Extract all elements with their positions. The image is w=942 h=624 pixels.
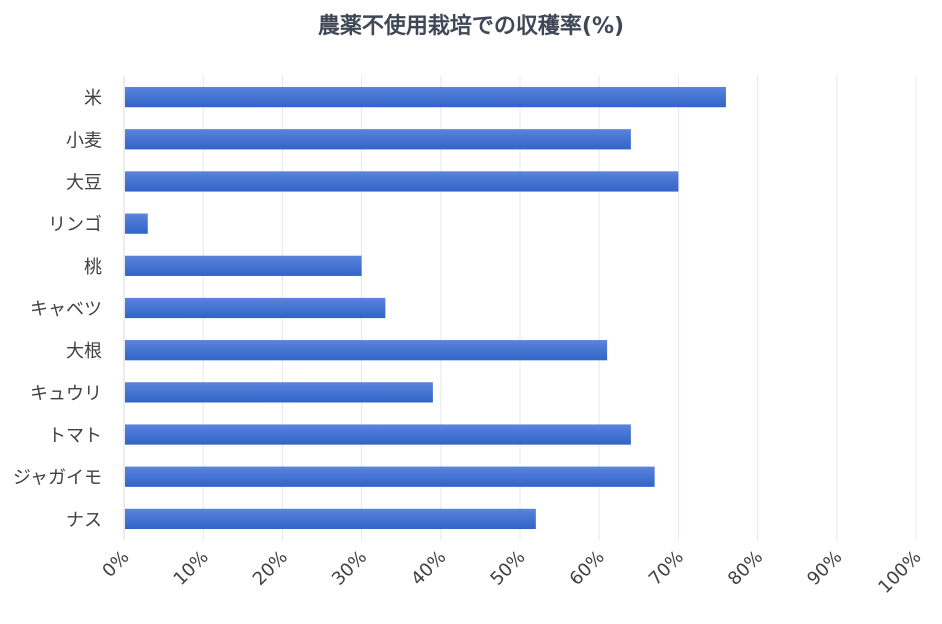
bar	[125, 255, 362, 276]
bar	[125, 171, 679, 192]
x-tick-label: 90%	[803, 547, 846, 590]
x-tick-label: 0%	[98, 547, 133, 582]
category-label: トマト	[48, 426, 102, 447]
category-label: 桃	[84, 257, 102, 278]
category-label: ジャガイモ	[13, 468, 102, 489]
category-label: 大根	[66, 341, 102, 362]
bar	[125, 297, 386, 319]
category-label: キャベツ	[30, 299, 102, 320]
category-label: キュウリ	[30, 383, 102, 404]
bar	[125, 129, 631, 150]
chart-title: 農薬不使用栽培での収穫率(%)	[317, 14, 625, 39]
bar	[125, 382, 433, 403]
x-tick-label: 20%	[249, 547, 292, 590]
bar	[125, 213, 148, 234]
category-label: 小麦	[66, 130, 102, 151]
bar-layer	[125, 86, 726, 530]
bar	[125, 508, 536, 530]
x-tick-label: 70%	[645, 547, 688, 590]
x-tick-label: 50%	[486, 547, 529, 590]
category-label: 大豆	[66, 172, 102, 193]
bar	[125, 424, 631, 445]
bar	[125, 86, 726, 108]
x-tick-label: 100%	[874, 547, 925, 598]
category-label: 米	[84, 88, 102, 109]
bar	[125, 340, 608, 361]
category-label: ナス	[66, 510, 102, 531]
x-tick-label: 10%	[170, 547, 213, 590]
x-tick-label: 80%	[724, 547, 767, 590]
x-tick-label: 40%	[407, 547, 450, 590]
category-label: リンゴ	[48, 215, 102, 236]
x-tick-label: 30%	[328, 547, 371, 590]
x-tick-label: 60%	[566, 547, 609, 590]
bar	[125, 466, 655, 487]
